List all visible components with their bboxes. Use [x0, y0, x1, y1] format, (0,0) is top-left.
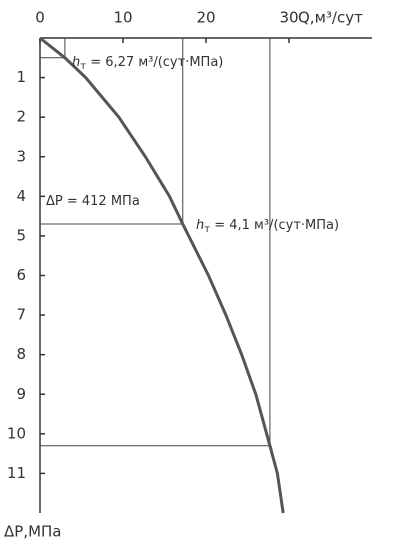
- annotation-subscript: т: [204, 224, 210, 235]
- annotation: ΔP = 412 МПа: [46, 194, 140, 209]
- y-tick-label: 4: [16, 187, 26, 205]
- x-axis-label: Q,м³/сут: [298, 9, 363, 27]
- annotation-symbol: ΔP: [46, 194, 63, 209]
- annotation-symbol: h: [196, 218, 204, 233]
- annotation-text: = 6,27 м³/(сут·МПа): [86, 55, 223, 70]
- annotation-text: = 4,1 м³/(сут·МПа): [210, 218, 339, 233]
- y-tick-label: 11: [7, 464, 26, 482]
- annotation: hт = 6,27 м³/(сут·МПа): [72, 55, 223, 73]
- annotation-subscript: т: [80, 61, 86, 72]
- y-tick-label: 7: [16, 306, 26, 324]
- x-tick-label: 0: [35, 9, 45, 27]
- x-tick-label: 10: [113, 9, 132, 27]
- y-tick-label: 10: [7, 424, 26, 442]
- y-tick-label: 2: [16, 108, 26, 126]
- y-tick-label: 5: [16, 226, 26, 244]
- y-tick-label: 9: [16, 385, 26, 403]
- x-tick-label: 30: [279, 9, 298, 27]
- y-tick-label: 3: [16, 147, 26, 165]
- annotation: hт = 4,1 м³/(сут·МПа): [196, 218, 339, 236]
- annotation-text: = 412 МПа: [63, 194, 140, 209]
- x-tick-label: 20: [196, 9, 215, 27]
- y-axis-label: ΔP,МПа: [4, 523, 62, 541]
- y-tick-label: 8: [16, 345, 26, 363]
- curve: [39, 36, 285, 514]
- y-tick-label: 6: [16, 266, 26, 284]
- y-tick-label: 1: [16, 68, 26, 86]
- annotation-symbol: h: [72, 55, 80, 70]
